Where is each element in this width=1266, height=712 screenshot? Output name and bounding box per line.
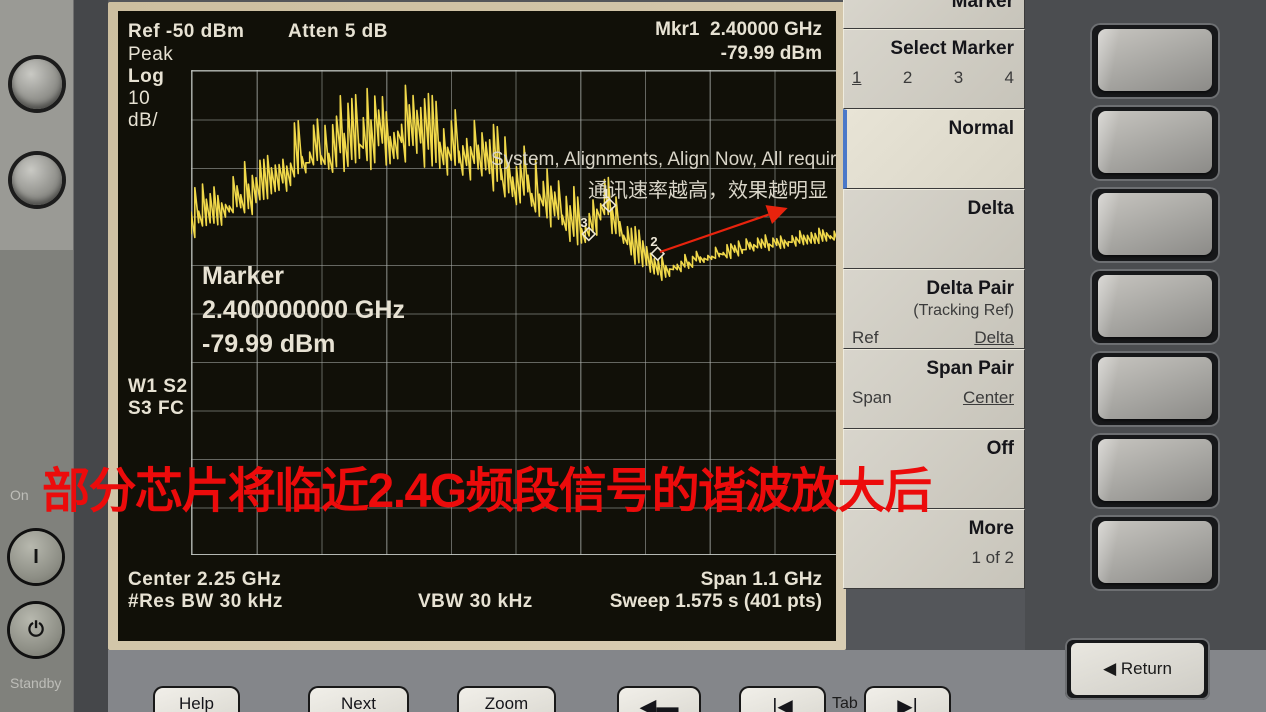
svg-text:2: 2 [650,234,657,249]
svg-text:1: 1 [602,186,609,201]
svg-text:3: 3 [580,215,587,230]
